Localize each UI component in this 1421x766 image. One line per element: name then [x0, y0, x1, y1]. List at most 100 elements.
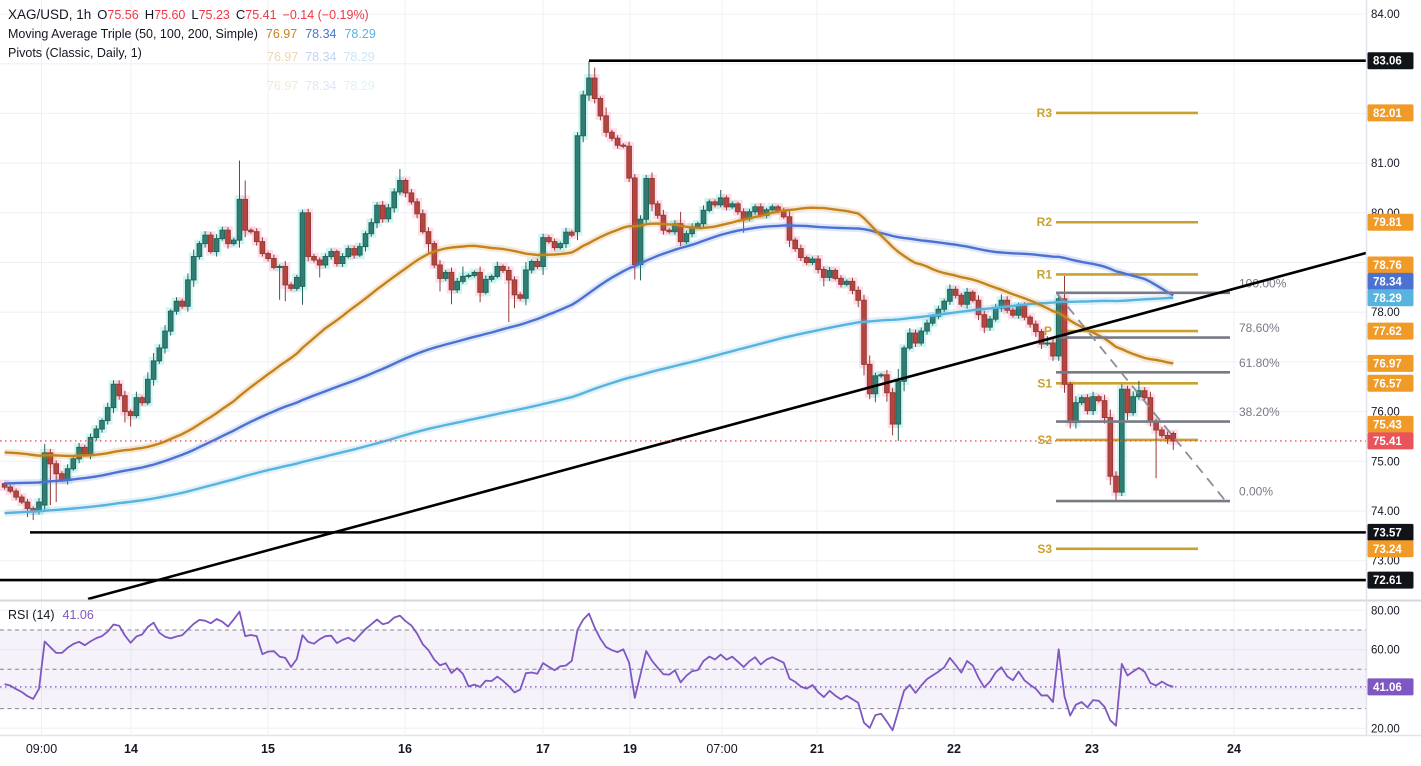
- candle[interactable]: [706, 199, 713, 213]
- candle-el[interactable]: [700, 209, 707, 225]
- candle-el[interactable]: [116, 383, 123, 397]
- candle[interactable]: [7, 484, 14, 494]
- candle-el[interactable]: [460, 275, 466, 282]
- candle[interactable]: [603, 107, 609, 138]
- candle[interactable]: [1096, 394, 1102, 403]
- candle[interactable]: [1170, 431, 1177, 450]
- candle-el[interactable]: [305, 212, 311, 258]
- candle-el[interactable]: [24, 501, 31, 510]
- candle[interactable]: [528, 259, 535, 274]
- candle-el[interactable]: [626, 145, 632, 179]
- candle[interactable]: [717, 189, 724, 208]
- candle[interactable]: [202, 231, 208, 248]
- candle-el[interactable]: [964, 291, 970, 305]
- candle-el[interactable]: [844, 280, 850, 285]
- candle-el[interactable]: [981, 314, 988, 328]
- candle[interactable]: [975, 295, 982, 321]
- candle-el[interactable]: [357, 246, 363, 256]
- candle-el[interactable]: [889, 392, 896, 425]
- candle-el[interactable]: [1061, 298, 1068, 385]
- candle[interactable]: [849, 277, 856, 295]
- candle[interactable]: [236, 160, 243, 248]
- candle-el[interactable]: [1119, 388, 1125, 493]
- candle-el[interactable]: [76, 446, 82, 460]
- candle[interactable]: [437, 260, 443, 292]
- candle-el[interactable]: [379, 204, 386, 220]
- candle-el[interactable]: [414, 201, 420, 215]
- candle-el[interactable]: [265, 253, 271, 260]
- fib-retracement-el[interactable]: 0.00%: [1239, 485, 1273, 499]
- candle[interactable]: [821, 266, 827, 287]
- candle-el[interactable]: [540, 237, 546, 267]
- candle-el[interactable]: [150, 360, 157, 380]
- candle[interactable]: [116, 380, 123, 400]
- candle[interactable]: [620, 143, 627, 149]
- candle-el[interactable]: [907, 332, 913, 349]
- candle-el[interactable]: [127, 411, 134, 417]
- candle[interactable]: [844, 279, 850, 287]
- candle[interactable]: [1159, 427, 1165, 438]
- candle[interactable]: [13, 488, 19, 501]
- candle[interactable]: [122, 390, 128, 423]
- candle[interactable]: [294, 274, 300, 291]
- candle-el[interactable]: [1130, 396, 1137, 414]
- fib-retracement-el[interactable]: [1056, 292, 1227, 503]
- candle[interactable]: [597, 96, 604, 121]
- candle-el[interactable]: [1038, 331, 1045, 345]
- candle[interactable]: [666, 228, 673, 234]
- candle[interactable]: [488, 274, 495, 282]
- candle[interactable]: [465, 273, 472, 279]
- candle-el[interactable]: [666, 229, 673, 233]
- candle-el[interactable]: [1050, 342, 1056, 357]
- candle[interactable]: [299, 209, 306, 305]
- candle-el[interactable]: [912, 332, 919, 344]
- candle[interactable]: [1136, 380, 1142, 400]
- candle-el[interactable]: [563, 231, 569, 245]
- candle-el[interactable]: [190, 256, 197, 281]
- candle-el[interactable]: [362, 233, 369, 248]
- candle[interactable]: [729, 201, 736, 209]
- candle-el[interactable]: [231, 239, 237, 245]
- candle[interactable]: [958, 292, 965, 307]
- candle[interactable]: [546, 235, 552, 244]
- candle[interactable]: [586, 61, 592, 101]
- candle-el[interactable]: [156, 347, 163, 362]
- candle-el[interactable]: [1136, 390, 1142, 398]
- ma-indicator-title[interactable]: Moving Average Triple (50, 100, 200, Sim…: [8, 27, 258, 41]
- candle-el[interactable]: [213, 238, 220, 253]
- candle-el[interactable]: [145, 378, 151, 404]
- candle[interactable]: [838, 275, 844, 288]
- price-axis[interactable]: 84.00 81.00 80.00 78.00 76.00 75.00 74.00 73.00…: [1367, 9, 1414, 735]
- candle[interactable]: [826, 266, 833, 281]
- candle-el[interactable]: [706, 201, 713, 211]
- candle-el[interactable]: [162, 330, 168, 349]
- candle-el[interactable]: [167, 310, 174, 332]
- candle[interactable]: [534, 258, 541, 269]
- candle-el[interactable]: [1090, 396, 1096, 412]
- candle-el[interactable]: [374, 204, 380, 224]
- fib-retracement-el[interactable]: 61.80%: [1239, 356, 1280, 370]
- candle-el[interactable]: [41, 452, 48, 506]
- candle[interactable]: [196, 241, 203, 260]
- candle[interactable]: [179, 298, 185, 309]
- candle[interactable]: [614, 135, 621, 149]
- candle[interactable]: [1084, 394, 1091, 415]
- candle-el[interactable]: [316, 259, 323, 266]
- candle-el[interactable]: [351, 248, 357, 256]
- candle-el[interactable]: [391, 191, 397, 209]
- candle[interactable]: [305, 208, 311, 262]
- candle-el[interactable]: [815, 258, 821, 270]
- candle-el[interactable]: [620, 144, 627, 147]
- candle-el[interactable]: [786, 216, 793, 241]
- candle-el[interactable]: [1010, 309, 1016, 316]
- candle-el[interactable]: [82, 446, 88, 455]
- candle[interactable]: [970, 290, 976, 303]
- candle[interactable]: [368, 218, 375, 237]
- candle-el[interactable]: [322, 256, 329, 266]
- candle[interactable]: [1130, 391, 1137, 416]
- candle-el[interactable]: [717, 197, 724, 206]
- candle[interactable]: [557, 241, 564, 250]
- candle-el[interactable]: [528, 261, 535, 271]
- candle[interactable]: [454, 277, 460, 293]
